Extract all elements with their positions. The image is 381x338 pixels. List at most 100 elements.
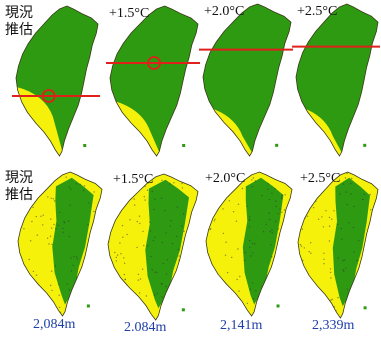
- map-speckle: [75, 183, 77, 185]
- map-speckle: [141, 268, 144, 270]
- elevation-plus-2-0: 2,141m: [220, 318, 263, 333]
- map-speckle: [32, 283, 34, 286]
- bottom-map-fill: [298, 172, 378, 318]
- map-speckle: [52, 306, 54, 309]
- map-speckle: [36, 234, 38, 236]
- map-speckle: [299, 264, 301, 266]
- map-speckle: [239, 275, 241, 278]
- map-speckle: [317, 218, 320, 220]
- map-speckle: [248, 226, 251, 228]
- map-speckle: [68, 186, 70, 188]
- map-speckle: [222, 208, 224, 210]
- map-speckle: [299, 244, 302, 246]
- map-speckle: [122, 190, 124, 193]
- map-speckle: [79, 183, 81, 186]
- map-speckle: [143, 244, 145, 247]
- map-speckle: [19, 291, 21, 293]
- map-speckle: [38, 294, 41, 297]
- map-speckle: [184, 261, 187, 263]
- map-speckle: [352, 226, 355, 229]
- map-speckle: [50, 175, 52, 177]
- map-speckle: [331, 298, 333, 300]
- map-speckle: [363, 193, 365, 196]
- map-speckle: [97, 215, 100, 218]
- map-speckle: [325, 299, 327, 302]
- map-speckle: [341, 238, 343, 240]
- map-speckle: [351, 177, 353, 180]
- map-speckle: [359, 291, 361, 294]
- map-speckle: [343, 270, 345, 272]
- forest-area: [110, 6, 198, 156]
- map-speckle: [48, 243, 50, 245]
- map-speckle: [237, 203, 240, 205]
- map-speckle: [364, 303, 366, 305]
- map-speckle: [275, 220, 277, 223]
- map-speckle: [312, 207, 315, 209]
- map-speckle: [298, 225, 300, 227]
- map-speckle: [280, 196, 283, 198]
- map-speckle: [352, 310, 354, 313]
- map-speckle: [350, 299, 352, 301]
- map-speckle: [52, 198, 54, 200]
- map-speckle: [138, 317, 140, 319]
- map-speckle: [87, 268, 89, 270]
- map-speckle: [323, 258, 325, 260]
- map-speckle: [333, 210, 335, 212]
- map-speckle: [23, 269, 26, 271]
- map-speckle: [310, 296, 312, 299]
- map-speckle: [92, 303, 94, 306]
- map-speckle: [367, 252, 370, 254]
- map-speckle: [129, 219, 131, 221]
- map-speckle: [325, 210, 327, 212]
- map-speckle: [152, 239, 155, 242]
- map-speckle: [330, 299, 332, 301]
- map-speckle: [277, 228, 279, 230]
- map-speckle: [32, 206, 34, 209]
- map-speckle: [120, 253, 122, 255]
- map-speckle: [171, 242, 174, 245]
- map-speckle: [311, 281, 314, 283]
- map-speckle: [222, 232, 225, 235]
- map-speckle: [272, 302, 274, 304]
- map-speckle: [73, 256, 75, 258]
- map-speckle: [302, 259, 304, 261]
- map-speckle: [31, 220, 33, 223]
- map-speckle: [231, 256, 233, 259]
- map-speckle: [151, 190, 153, 193]
- map-speckle: [58, 283, 60, 286]
- map-speckle: [346, 172, 348, 175]
- map-speckle: [342, 259, 344, 262]
- map-speckle: [208, 315, 210, 316]
- map-speckle: [372, 236, 374, 238]
- map-speckle: [249, 239, 251, 242]
- map-speckle: [169, 225, 171, 227]
- map-speckle: [27, 306, 29, 308]
- map-speckle: [262, 231, 265, 233]
- elevation-plus-2-5: 2,339m: [312, 318, 355, 333]
- map-speckle: [185, 274, 187, 276]
- map-speckle: [358, 239, 360, 242]
- map-speckle: [126, 233, 128, 236]
- map-speckle: [76, 258, 79, 260]
- map-speckle: [144, 199, 146, 201]
- map-speckle: [137, 279, 139, 281]
- map-speckle: [47, 196, 49, 198]
- map-speckle: [241, 187, 244, 190]
- map-speckle: [62, 231, 64, 233]
- map-speckle: [252, 298, 255, 300]
- map-speckle: [208, 205, 210, 207]
- forest-area: [203, 4, 291, 156]
- map-speckle: [271, 256, 273, 258]
- bottom-map-panel: [205, 171, 293, 317]
- map-speckle: [28, 258, 30, 261]
- map-speckle: [249, 246, 251, 249]
- map-speckle: [82, 189, 85, 192]
- map-speckle: [173, 301, 175, 303]
- map-speckle: [271, 232, 273, 234]
- map-speckle: [271, 229, 273, 231]
- map-speckle: [68, 235, 71, 238]
- map-speckle: [85, 303, 87, 305]
- map-speckle: [271, 192, 273, 194]
- map-speckle: [281, 176, 283, 178]
- map-speckle: [298, 282, 299, 285]
